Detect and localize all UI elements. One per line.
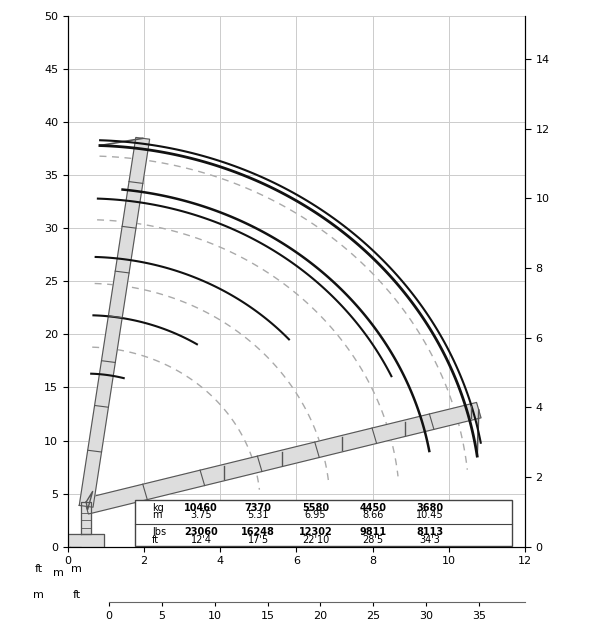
Text: 3.75: 3.75 — [191, 511, 212, 521]
Text: 23060: 23060 — [184, 527, 218, 537]
Text: 12302: 12302 — [299, 527, 332, 537]
Polygon shape — [79, 137, 150, 507]
Text: 16248: 16248 — [241, 527, 276, 537]
Text: 10.45: 10.45 — [416, 511, 444, 521]
Text: 28'5: 28'5 — [362, 535, 384, 545]
Text: m: m — [53, 568, 64, 578]
Text: lbs: lbs — [152, 527, 166, 537]
Text: 8113: 8113 — [417, 527, 444, 537]
Text: 5580: 5580 — [302, 502, 329, 513]
Text: 6.95: 6.95 — [305, 511, 326, 521]
Polygon shape — [84, 403, 481, 514]
Text: 8.66: 8.66 — [362, 511, 384, 521]
Text: m: m — [71, 564, 82, 574]
Text: 3680: 3680 — [417, 502, 444, 513]
Polygon shape — [81, 502, 91, 534]
Text: ft: ft — [73, 590, 81, 600]
Polygon shape — [70, 547, 81, 550]
Text: 4450: 4450 — [359, 502, 386, 513]
Text: kg: kg — [152, 502, 163, 513]
Text: 5.31: 5.31 — [248, 511, 269, 521]
Text: 34'3: 34'3 — [419, 535, 440, 545]
Text: m: m — [33, 590, 44, 600]
Text: m: m — [152, 511, 161, 521]
FancyBboxPatch shape — [135, 500, 512, 545]
Text: 10460: 10460 — [184, 502, 218, 513]
Text: 7370: 7370 — [245, 502, 272, 513]
Text: ft: ft — [34, 564, 42, 574]
Text: 9811: 9811 — [359, 527, 386, 537]
Text: 22'10: 22'10 — [302, 535, 329, 545]
Text: 17'5: 17'5 — [248, 535, 269, 545]
Text: 12'4: 12'4 — [191, 535, 212, 545]
Polygon shape — [68, 534, 104, 547]
Text: ft: ft — [152, 535, 159, 545]
